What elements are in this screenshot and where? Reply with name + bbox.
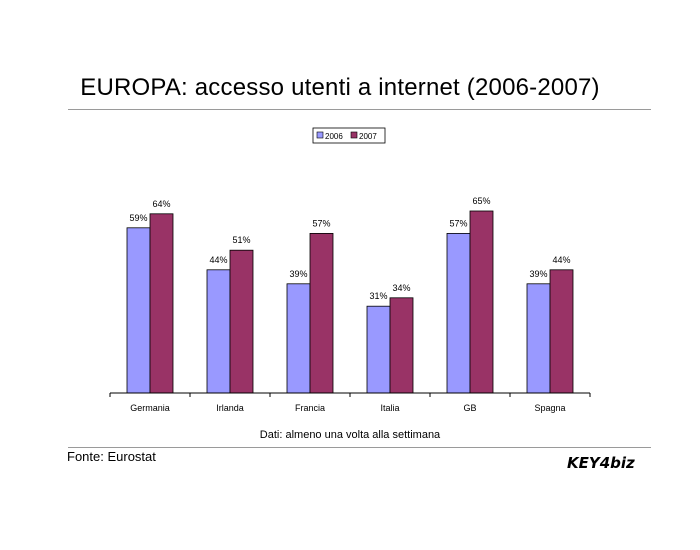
data-label: 57% [449, 218, 467, 228]
data-label: 65% [472, 196, 490, 206]
x-tick-label: GB [463, 403, 476, 413]
data-label: 59% [129, 213, 147, 223]
data-label: 39% [289, 269, 307, 279]
x-tick-label: Italia [380, 403, 399, 413]
bar-2007-germania [149, 213, 174, 394]
bar-2006-francia [286, 283, 311, 394]
title-divider [68, 109, 651, 110]
bar-2007-francia [309, 232, 334, 394]
bar-2006-spagna [526, 283, 551, 394]
legend-swatch-2007 [350, 131, 358, 139]
bar-2006-germania [126, 227, 151, 394]
bar-2007-irlanda [229, 249, 254, 394]
page-title: EUROPA: accesso utenti a internet (2006-… [80, 74, 600, 101]
footer-divider [68, 447, 651, 448]
data-label: 31% [369, 291, 387, 301]
bar-2006-irlanda [206, 269, 231, 394]
legend-label-2006: 2006 [325, 132, 343, 141]
bar-2006-gb [446, 232, 471, 394]
data-label: 39% [529, 269, 547, 279]
bar-2007-spagna [549, 269, 574, 394]
key4biz-logo: KEY4biz [566, 451, 642, 473]
source-text: Fonte: Eurostat [67, 449, 156, 464]
logo-wordmark: KEY4biz [567, 454, 635, 472]
legend-box [312, 127, 386, 144]
bar-2007-italia [389, 297, 414, 394]
data-label: 57% [312, 218, 330, 228]
logo-mark: KEY4biz [567, 454, 635, 472]
x-tick-label: Irlanda [216, 403, 244, 413]
bar-2006-italia [366, 305, 391, 394]
data-label: 51% [232, 235, 250, 245]
data-label: 64% [152, 199, 170, 209]
data-label: 34% [392, 283, 410, 293]
data-label: 44% [552, 255, 570, 265]
data-label: 44% [209, 255, 227, 265]
x-tick-label: Spagna [534, 403, 565, 413]
legend-swatch-2006 [316, 131, 324, 139]
legend-label-2007: 2007 [359, 132, 377, 141]
chart-note: Dati: almeno una volta alla settimana [259, 429, 441, 441]
x-tick-label: Francia [295, 403, 325, 413]
bar-2007-gb [469, 210, 494, 394]
x-tick-label: Germania [130, 403, 170, 413]
